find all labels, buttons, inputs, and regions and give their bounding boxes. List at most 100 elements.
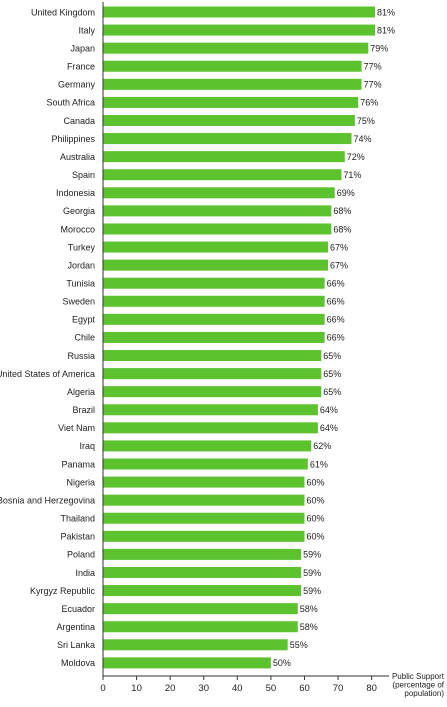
- category-label: Philippines: [51, 134, 95, 144]
- category-label: Georgia: [63, 206, 95, 216]
- x-tick-label: 70: [333, 683, 344, 694]
- bar: [103, 42, 369, 54]
- value-label: 75%: [357, 116, 375, 126]
- value-label: 69%: [337, 188, 355, 198]
- value-label: 60%: [306, 532, 324, 542]
- bar: [103, 205, 332, 217]
- x-tick-label: 10: [131, 683, 142, 694]
- value-label: 81%: [377, 7, 395, 17]
- x-tick-label: 20: [165, 683, 176, 694]
- value-label: 67%: [330, 260, 348, 270]
- value-label: 58%: [300, 622, 318, 632]
- value-label: 72%: [347, 152, 365, 162]
- category-label: Moldova: [61, 658, 95, 668]
- category-label: Thailand: [60, 514, 95, 524]
- value-label: 66%: [327, 297, 345, 307]
- bar: [103, 331, 325, 343]
- value-label: 61%: [310, 459, 328, 469]
- value-label: 77%: [364, 80, 382, 90]
- value-label: 65%: [323, 351, 341, 361]
- category-label: India: [75, 568, 95, 578]
- category-label: United States of America: [0, 369, 95, 379]
- category-label: Kyrgyz Republic: [30, 586, 96, 596]
- category-label: Poland: [67, 550, 95, 560]
- bar: [103, 114, 355, 126]
- x-tick-label: 60: [299, 683, 310, 694]
- category-label: Pakistan: [60, 532, 95, 542]
- value-label: 50%: [273, 658, 291, 668]
- x-tick-label: 50: [266, 683, 277, 694]
- value-label: 59%: [303, 568, 321, 578]
- category-label: Spain: [72, 170, 95, 180]
- value-label: 71%: [343, 170, 361, 180]
- bar: [103, 404, 318, 416]
- x-tick-label: 30: [198, 683, 209, 694]
- category-label: Germany: [58, 80, 96, 90]
- category-label: Italy: [78, 25, 95, 35]
- value-label: 67%: [330, 242, 348, 252]
- category-label: Brazil: [72, 405, 95, 415]
- bar: [103, 621, 298, 633]
- category-label: Jordan: [67, 260, 95, 270]
- value-label: 60%: [306, 477, 324, 487]
- category-label: Egypt: [72, 315, 96, 325]
- category-label: Morocco: [60, 224, 95, 234]
- value-label: 58%: [300, 604, 318, 614]
- value-label: 64%: [320, 405, 338, 415]
- x-axis-title: Public Support: [392, 672, 445, 681]
- x-tick-label: 40: [232, 683, 243, 694]
- value-label: 65%: [323, 387, 341, 397]
- category-label: Sri Lanka: [57, 640, 95, 650]
- bar: [103, 350, 322, 362]
- category-label: United Kingdom: [31, 7, 95, 17]
- bar: [103, 476, 305, 488]
- category-label: Algeria: [67, 387, 95, 397]
- bar: [103, 422, 318, 434]
- bar: [103, 169, 342, 181]
- bar: [103, 187, 335, 199]
- value-label: 66%: [327, 279, 345, 289]
- bar: [103, 78, 362, 90]
- bar: [103, 440, 312, 452]
- bar: [103, 6, 375, 18]
- value-label: 68%: [333, 224, 351, 234]
- bar: [103, 60, 362, 72]
- bar: [103, 259, 328, 271]
- category-label: Russia: [67, 351, 95, 361]
- value-label: 59%: [303, 550, 321, 560]
- bar: [103, 313, 325, 325]
- bar: [103, 603, 298, 615]
- value-label: 64%: [320, 423, 338, 433]
- category-label: Panama: [61, 459, 95, 469]
- category-label: Chile: [74, 333, 95, 343]
- value-label: 74%: [353, 134, 371, 144]
- x-axis-title: population): [404, 689, 444, 698]
- category-label: Argentina: [56, 622, 95, 632]
- category-label: South Africa: [46, 98, 95, 108]
- category-label: Iraq: [79, 441, 95, 451]
- bar: [103, 151, 345, 163]
- category-label: France: [67, 62, 95, 72]
- category-label: Canada: [63, 116, 95, 126]
- bar: [103, 277, 325, 289]
- bar: [103, 223, 332, 235]
- value-label: 62%: [313, 441, 331, 451]
- value-label: 65%: [323, 369, 341, 379]
- value-label: 66%: [327, 315, 345, 325]
- value-label: 60%: [306, 514, 324, 524]
- bar: [103, 368, 322, 380]
- bar: [103, 24, 375, 36]
- value-label: 77%: [364, 62, 382, 72]
- bar: [103, 530, 305, 542]
- category-label: Ecuador: [61, 604, 95, 614]
- bar: [103, 548, 302, 560]
- bar: [103, 241, 328, 253]
- category-label: Bosnia and Herzegovina: [0, 495, 95, 505]
- x-axis-title: (percentage of: [392, 681, 444, 690]
- bar: [103, 657, 271, 669]
- category-label: Indonesia: [56, 188, 95, 198]
- bar: [103, 512, 305, 524]
- category-label: Australia: [60, 152, 95, 162]
- category-label: Sweden: [62, 297, 95, 307]
- category-label: Japan: [70, 43, 95, 53]
